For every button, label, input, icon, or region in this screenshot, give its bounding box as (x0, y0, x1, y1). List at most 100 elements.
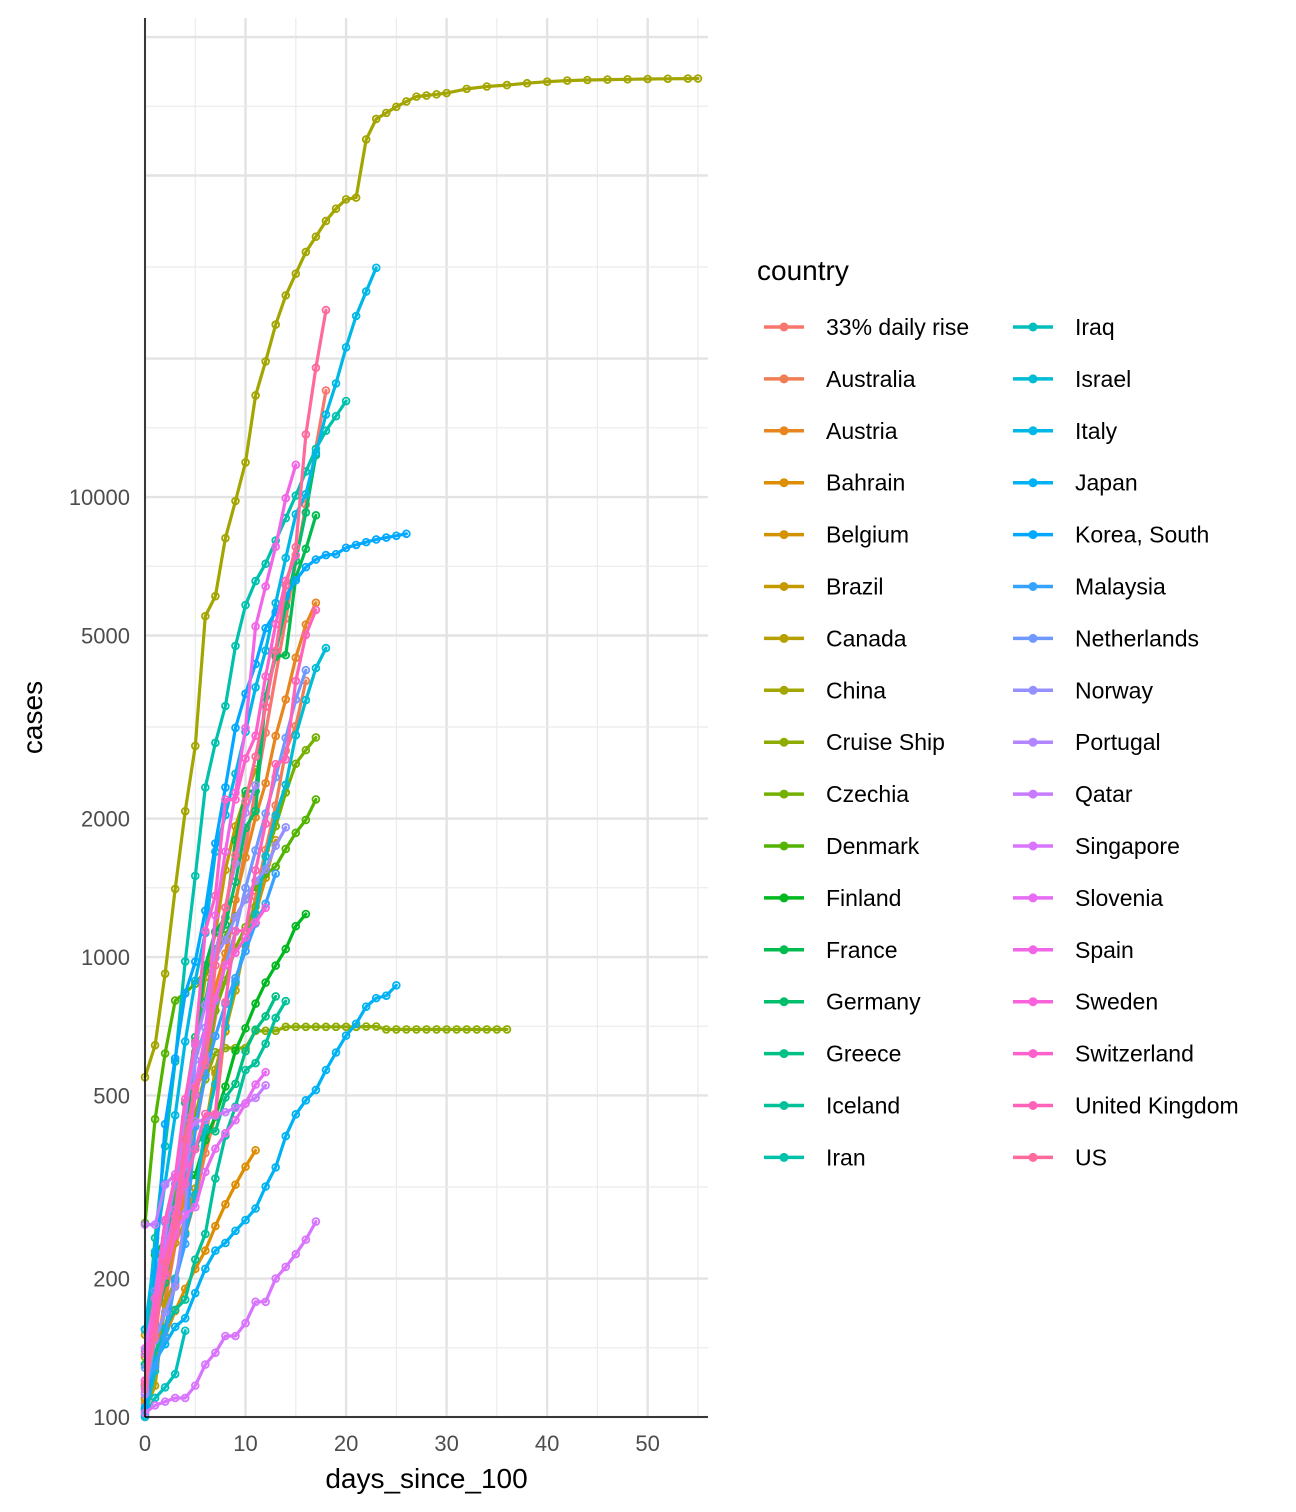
data-point (180, 957, 190, 966)
x-tick-label: 20 (334, 1431, 358, 1456)
data-point (241, 1065, 250, 1075)
y-axis-title: cases (17, 681, 48, 754)
legend-key-point (779, 478, 789, 488)
data-point (341, 543, 351, 553)
data-point (261, 702, 270, 712)
legend-label: France (826, 937, 898, 963)
data-point (231, 1046, 240, 1055)
data-point (381, 533, 391, 542)
data-point (351, 193, 361, 202)
data-point (251, 1204, 260, 1213)
legend-item: Netherlands (1013, 625, 1199, 651)
data-point (402, 1025, 411, 1034)
legend-item: Slovenia (1013, 885, 1163, 911)
data-point (201, 926, 210, 936)
y-tick-label: 10000 (69, 485, 130, 510)
data-point (241, 926, 250, 936)
data-point (251, 999, 260, 1008)
legend-label: Sweden (1075, 989, 1158, 1015)
data-point (221, 1200, 230, 1209)
x-tick-label: 10 (233, 1431, 257, 1456)
data-point (281, 1262, 291, 1272)
data-point (281, 823, 291, 832)
data-point (281, 581, 291, 590)
legend-item: Germany (764, 989, 921, 1015)
legend-item: Austria (764, 418, 898, 444)
x-tick-label: 30 (434, 1431, 458, 1456)
data-point (301, 665, 311, 675)
data-point (221, 1238, 230, 1248)
legend-label: Czechia (826, 781, 909, 807)
data-point (241, 883, 250, 893)
data-point (211, 1174, 220, 1183)
legend-key-point (1028, 893, 1038, 903)
data-point (542, 77, 552, 86)
series-group (140, 550, 301, 1385)
data-point (160, 1215, 170, 1225)
data-point (291, 1022, 301, 1032)
data-point (160, 1119, 170, 1129)
legend-item: Canada (764, 625, 907, 651)
legend-label: Slovenia (1075, 885, 1163, 911)
data-point (311, 363, 321, 373)
data-point (281, 996, 291, 1006)
series-group (140, 1217, 321, 1418)
legend-label: Australia (826, 366, 916, 392)
data-point (201, 611, 210, 621)
data-point (371, 114, 381, 124)
legend-item: Portugal (1013, 729, 1161, 755)
data-point (422, 1025, 431, 1034)
data-point (251, 1025, 260, 1034)
legend-item: Israel (1013, 366, 1131, 392)
legend-key-point (1028, 789, 1038, 799)
data-point (311, 605, 321, 615)
data-point (683, 74, 693, 83)
legend-key-point (779, 582, 789, 591)
data-point (271, 992, 280, 1001)
data-point (341, 1031, 351, 1040)
series-line (143, 983, 398, 1409)
legend-key-point (779, 530, 789, 540)
data-point (251, 1297, 260, 1307)
data-point (231, 973, 240, 983)
data-point (331, 379, 341, 388)
data-point (432, 90, 441, 99)
data-point (221, 701, 230, 711)
legend-key-point (1028, 685, 1038, 695)
data-point (261, 1012, 270, 1021)
data-point (190, 1038, 200, 1047)
data-point (241, 1162, 250, 1172)
data-point (281, 1022, 291, 1032)
legend-key-point (779, 1152, 789, 1162)
data-point (251, 781, 260, 790)
data-point (291, 730, 301, 740)
data-point (170, 1054, 180, 1063)
data-point (201, 783, 210, 792)
legend-item: Qatar (1013, 781, 1133, 807)
data-point (180, 1037, 190, 1046)
data-point (231, 1226, 240, 1236)
data-point (301, 630, 311, 640)
data-point (261, 903, 270, 913)
legend-label: United Kingdom (1075, 1093, 1239, 1119)
data-point (361, 1002, 371, 1011)
data-point (482, 82, 492, 91)
data-point (442, 1025, 451, 1034)
data-point (331, 411, 341, 421)
data-point (180, 1179, 190, 1189)
legend-key-point (779, 322, 789, 332)
legend-label: Brazil (826, 574, 884, 600)
data-point (562, 76, 572, 85)
data-point (241, 1318, 250, 1328)
data-point (150, 1220, 160, 1229)
legend-label: Cruise Ship (826, 729, 945, 755)
data-point (261, 582, 270, 591)
legend-item: Iceland (764, 1093, 900, 1119)
legend-key-point (1028, 1101, 1038, 1110)
legend-item: 33% daily rise (764, 314, 969, 340)
legend-label: Singapore (1075, 833, 1180, 859)
data-point (251, 866, 260, 875)
data-point (231, 1103, 240, 1113)
data-point (321, 1022, 331, 1032)
